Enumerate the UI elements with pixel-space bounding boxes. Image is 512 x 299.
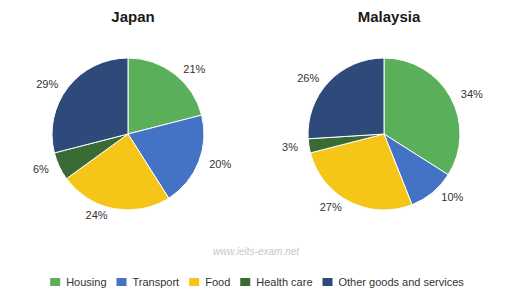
svg-text:6%: 6% [33,163,49,175]
svg-text:Food: Food [205,276,230,288]
svg-text:26%: 26% [297,72,319,84]
svg-text:21%: 21% [183,63,205,75]
svg-text:34%: 34% [461,88,483,100]
svg-text:Transport: Transport [133,276,180,288]
svg-text:Housing: Housing [66,276,106,288]
svg-text:www.ielts-exam.net: www.ielts-exam.net [213,246,300,257]
svg-text:Malaysia: Malaysia [358,8,421,25]
svg-text:Japan: Japan [111,8,154,25]
svg-text:27%: 27% [320,201,342,213]
svg-text:29%: 29% [36,78,58,90]
svg-text:Other goods and services: Other goods and services [339,276,465,288]
svg-text:20%: 20% [209,158,231,170]
svg-text:24%: 24% [86,209,108,221]
svg-text:Health care: Health care [256,276,312,288]
svg-text:3%: 3% [282,141,298,153]
svg-text:10%: 10% [441,191,463,203]
